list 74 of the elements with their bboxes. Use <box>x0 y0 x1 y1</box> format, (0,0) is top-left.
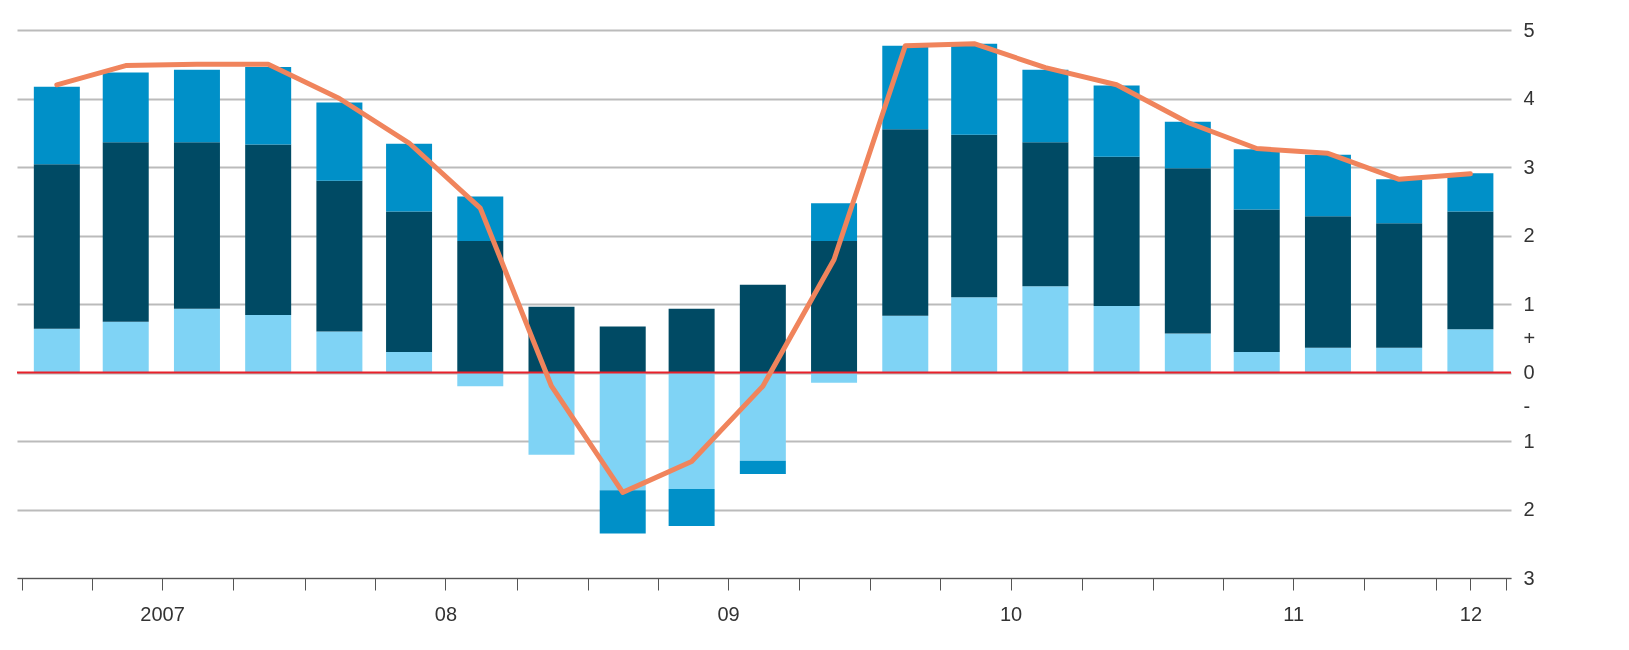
bar <box>882 129 929 316</box>
bar <box>739 284 786 373</box>
bar <box>739 372 786 461</box>
bar <box>599 372 646 491</box>
bar <box>1093 306 1140 373</box>
bar <box>386 211 433 352</box>
y-tick-label: 3 <box>1523 155 1535 178</box>
x-tick-label: 09 <box>717 602 740 625</box>
bar <box>1164 121 1211 169</box>
y-tick-label: 4 <box>1523 87 1535 109</box>
bar <box>173 69 220 143</box>
y-tick-label: 3 <box>1523 566 1535 589</box>
bar <box>1304 216 1351 348</box>
bar <box>1093 156 1140 307</box>
bar <box>102 142 149 322</box>
bar <box>1022 142 1069 287</box>
bar <box>668 488 715 526</box>
y-tick-label: + <box>1523 326 1536 349</box>
bar <box>33 86 80 165</box>
bar <box>316 331 363 373</box>
bar <box>102 72 149 143</box>
y-tick-label: 1 <box>1523 292 1535 315</box>
bar <box>1376 223 1423 348</box>
bar <box>951 297 998 373</box>
y-tick-label: 2 <box>1523 224 1535 246</box>
y-tick-label: - <box>1523 395 1531 418</box>
bar <box>245 66 292 145</box>
bar <box>1233 351 1280 373</box>
bar <box>668 372 715 489</box>
bar <box>951 134 998 298</box>
bar <box>882 315 929 373</box>
bar <box>33 164 80 329</box>
x-tick-label: 11 <box>1283 602 1304 625</box>
bar <box>245 144 292 315</box>
x-tick-label: 10 <box>999 602 1023 625</box>
bar <box>173 308 220 373</box>
y-tick-label: 0 <box>1523 361 1535 383</box>
bar <box>316 102 363 181</box>
x-tick-label: 2007 <box>140 602 185 625</box>
bar <box>528 372 575 455</box>
bar <box>811 240 858 373</box>
bar <box>599 326 646 373</box>
bar <box>1164 168 1211 334</box>
x-tick-label: 08 <box>434 602 458 625</box>
bar <box>386 351 433 373</box>
bar <box>1164 333 1211 373</box>
bar <box>599 490 646 534</box>
bar <box>668 308 715 373</box>
bar <box>1304 347 1351 373</box>
bar <box>245 314 292 373</box>
bar <box>739 460 786 474</box>
bar <box>1233 149 1280 210</box>
bar <box>1376 179 1423 224</box>
y-tick-label: 5 <box>1523 18 1535 41</box>
bar <box>386 143 433 212</box>
bar <box>1022 69 1069 143</box>
y-tick-label: 2 <box>1523 498 1535 520</box>
bar <box>1447 173 1494 212</box>
bar <box>1233 209 1280 352</box>
bar <box>1447 329 1494 373</box>
bar <box>1093 85 1140 157</box>
y-tick-label: 1 <box>1523 429 1535 452</box>
bar <box>173 142 220 309</box>
bar <box>951 43 998 135</box>
bar <box>102 321 149 373</box>
bar <box>1304 154 1351 217</box>
bar <box>1447 211 1494 330</box>
bar <box>33 328 80 373</box>
bar <box>1376 347 1423 373</box>
bar <box>316 180 363 332</box>
bar <box>1022 286 1069 373</box>
bar <box>457 240 504 373</box>
x-tick-label: 12 <box>1459 602 1483 625</box>
bar <box>528 306 575 373</box>
